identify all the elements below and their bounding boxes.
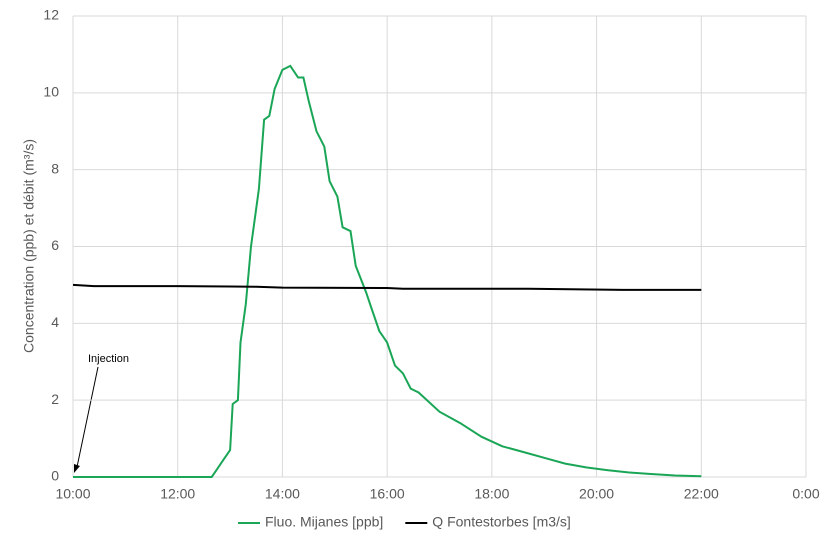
annotation: Injection: [88, 353, 129, 365]
annotation-arrow: [76, 366, 99, 468]
x-tick-label: 20:00: [579, 486, 614, 502]
x-tick-label: 22:00: [684, 486, 719, 502]
y-tick-label: 4: [51, 314, 59, 330]
legend-label: Fluo. Mijanes [ppb]: [265, 514, 383, 530]
x-tick-label: 14:00: [265, 486, 300, 502]
x-tick-label: 18:00: [474, 486, 509, 502]
x-tick-label: 16:00: [370, 486, 405, 502]
y-tick-label: 2: [51, 391, 59, 407]
data-line: [72, 283, 702, 291]
x-tick-label: 10:00: [55, 486, 90, 502]
y-axis-label: Concentration (ppb) et débit (m³/s): [21, 139, 37, 353]
legend-label: Q Fontestorbes [m3/s]: [432, 514, 571, 530]
y-tick-label: 10: [43, 84, 59, 100]
x-tick-label: 0:00: [792, 486, 819, 502]
y-tick-label: 8: [51, 160, 59, 176]
x-tick-label: 12:00: [160, 486, 195, 502]
y-tick-label: 12: [43, 7, 59, 23]
arrow-head: [74, 464, 80, 473]
y-tick-label: 0: [51, 468, 59, 484]
data-line: [73, 64, 702, 478]
y-tick-label: 6: [51, 237, 59, 253]
